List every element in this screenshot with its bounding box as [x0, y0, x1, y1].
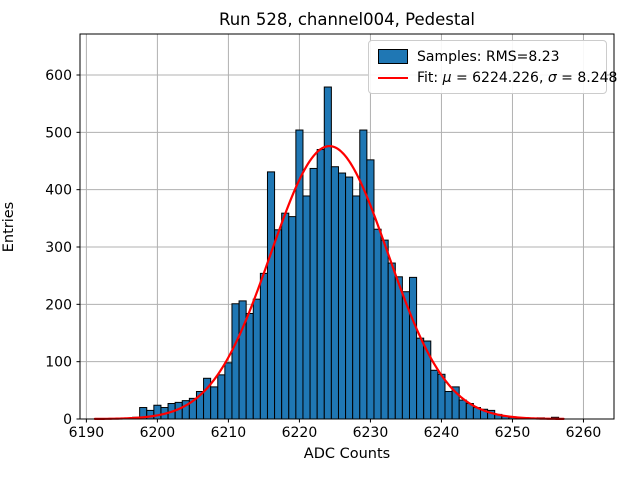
x-tick-label: 6260: [566, 425, 602, 441]
hist-bar: [337, 172, 347, 420]
x-tick-label: 6200: [140, 425, 176, 441]
x-axis-label: ADC Counts: [303, 446, 391, 462]
plot-title: Run 528, channel004, Pedestal: [218, 10, 476, 29]
hist-bar: [373, 228, 382, 420]
hist-bar: [323, 86, 332, 420]
hist-bar: [352, 195, 361, 420]
hist-bar: [444, 390, 453, 420]
hist-bar: [416, 337, 425, 420]
hist-bar: [394, 276, 403, 420]
plot-border: [79, 33, 615, 420]
hist-bar: [153, 404, 162, 420]
y-tick-label: 300: [45, 240, 72, 256]
x-tick-label: 6240: [424, 425, 460, 441]
histogram-bars: [132, 86, 560, 420]
hist-bar: [309, 167, 318, 420]
y-axis-label: Entries: [1, 201, 17, 253]
mu-symbol: μ: [442, 70, 452, 87]
samples-label: Samples: RMS=8.23: [417, 48, 560, 65]
hist-bar: [217, 374, 226, 420]
hist-bar: [330, 166, 339, 420]
x-tick-label: 6250: [495, 425, 531, 441]
hist-bar: [245, 313, 254, 420]
y-tick-label: 600: [45, 68, 72, 84]
hist-bar: [259, 272, 268, 420]
y-tick-label: 200: [45, 297, 72, 313]
hist-bar: [224, 362, 233, 420]
hist-bar: [408, 276, 418, 420]
x-tick-label: 6210: [211, 425, 247, 441]
tick-marks: [76, 74, 584, 423]
hist-bar: [345, 176, 354, 420]
hist-bar: [231, 303, 240, 420]
y-tick-label: 0: [63, 412, 72, 428]
hist-bar: [430, 369, 439, 420]
fit-label: Fit: μ = 6224.226, σ = 8.248: [417, 70, 618, 87]
hist-bar: [458, 399, 467, 420]
hist-bar: [380, 239, 389, 420]
samples-swatch: [378, 49, 408, 65]
sigma-symbol: σ: [547, 70, 557, 87]
legend: Samples: RMS=8.23 Fit: μ = 6224.226, σ =…: [368, 40, 617, 94]
hist-bar: [387, 262, 396, 420]
y-tick-label: 100: [45, 355, 72, 371]
x-tick-label: 6230: [353, 425, 389, 441]
hist-bar: [288, 216, 297, 420]
fit-curve: [93, 144, 565, 421]
x-tick-label: 6220: [282, 425, 318, 441]
legend-row-samples: Samples: RMS=8.23: [378, 46, 598, 67]
hist-bar: [266, 171, 276, 420]
hist-bar: [359, 129, 368, 420]
fit-line-swatch: [378, 77, 408, 80]
legend-row-fit: Fit: μ = 6224.226, σ = 8.248: [378, 68, 617, 89]
y-tick-label: 500: [45, 125, 72, 141]
x-tick-label: 6190: [69, 425, 105, 441]
hist-bar: [302, 195, 311, 420]
hist-bar: [238, 300, 247, 420]
hist-bar: [316, 149, 325, 420]
tick-labels: 6190 6200 6210 6220 6230 6240 6250 6260 0 100 200 3…: [45, 68, 601, 441]
y-tick-label: 400: [45, 183, 72, 199]
hist-bar: [437, 373, 446, 420]
hist-bar: [210, 386, 219, 420]
hist-bar: [281, 212, 290, 420]
hist-bar: [274, 229, 283, 420]
hist-bar: [252, 298, 261, 420]
